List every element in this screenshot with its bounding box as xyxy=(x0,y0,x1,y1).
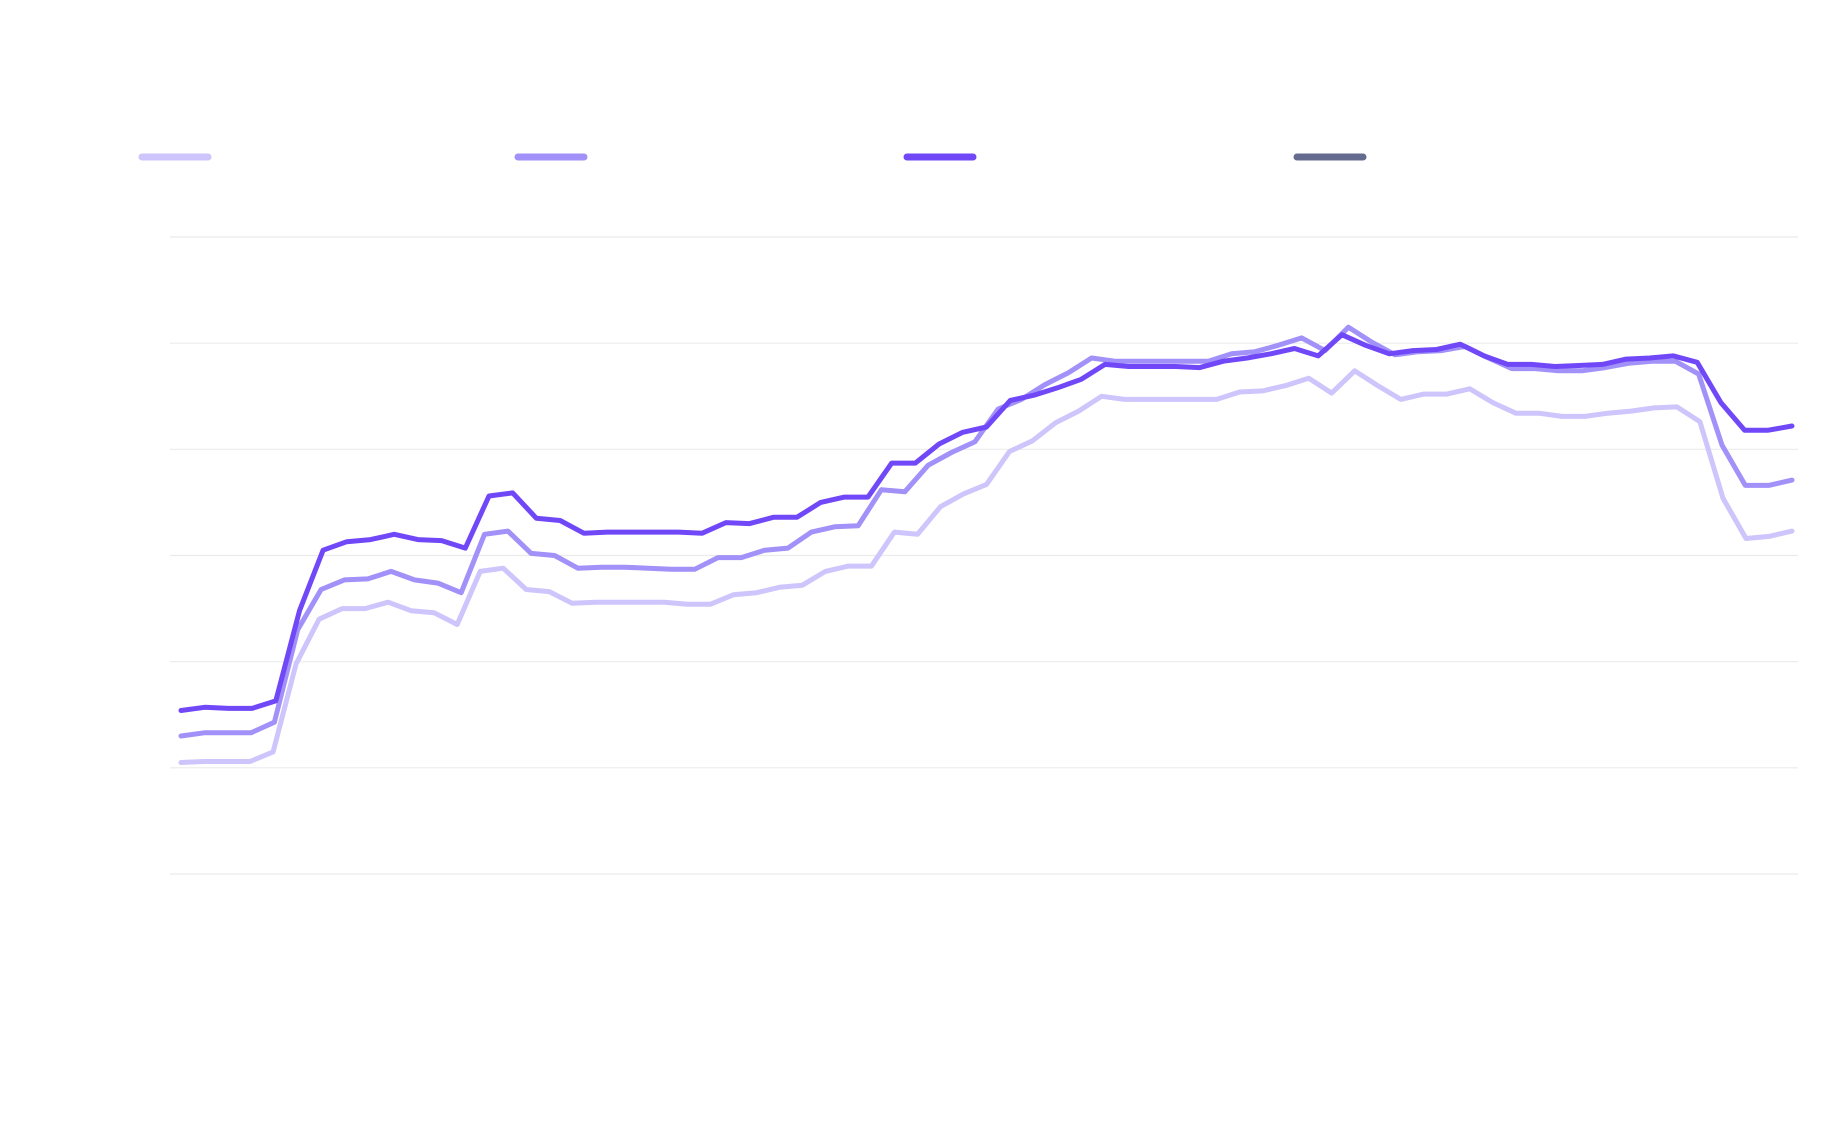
series-line-1 xyxy=(178,324,1795,739)
series-layer xyxy=(178,324,1795,765)
gridlines xyxy=(170,236,1798,875)
series-line-0 xyxy=(178,368,1795,765)
series-line-2 xyxy=(178,332,1795,713)
